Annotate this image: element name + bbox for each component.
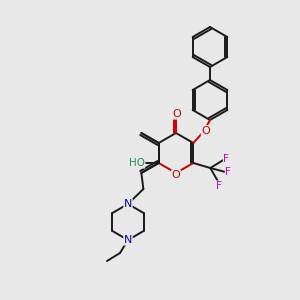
Text: F: F (216, 181, 222, 191)
Text: O: O (172, 109, 182, 119)
Text: N: N (124, 235, 132, 245)
Text: HO: HO (129, 158, 145, 168)
Text: F: F (225, 167, 231, 177)
Text: O: O (172, 170, 180, 180)
Text: N: N (124, 199, 132, 209)
Text: F: F (224, 154, 229, 164)
Text: O: O (201, 125, 210, 136)
